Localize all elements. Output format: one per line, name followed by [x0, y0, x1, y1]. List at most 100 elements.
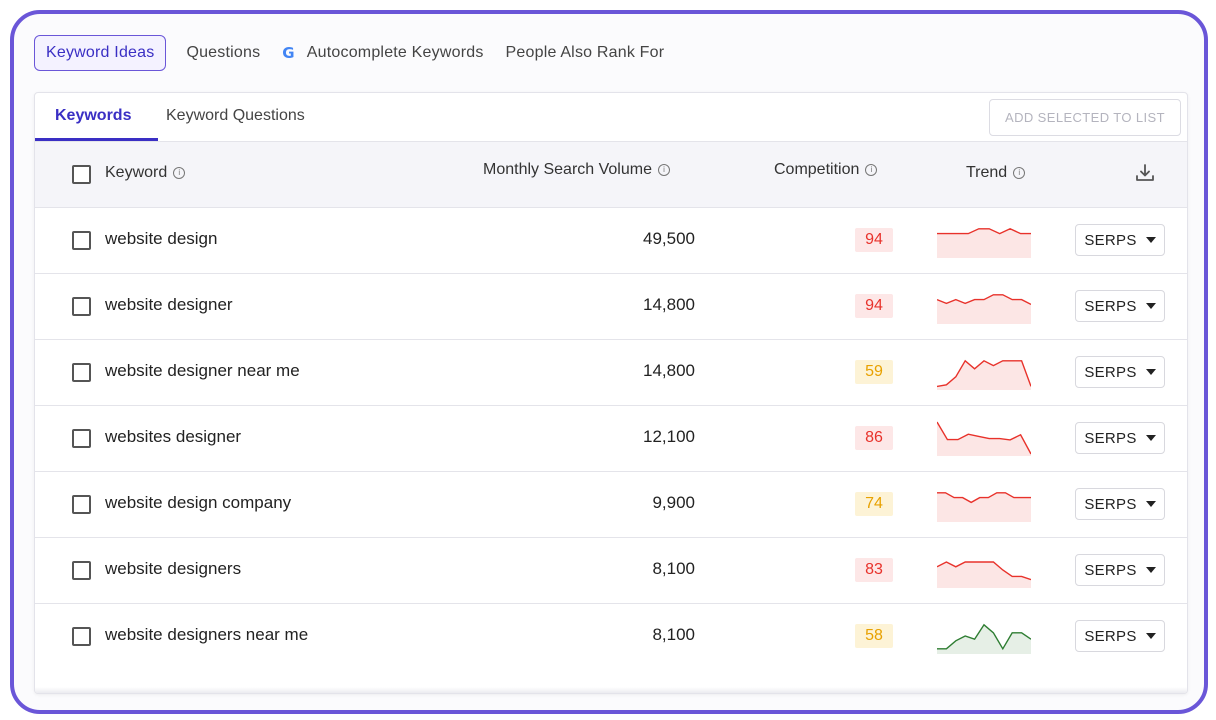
trend-sparkline: [937, 359, 1031, 390]
column-keyword[interactable]: Keyword i: [105, 164, 186, 182]
trend-line: [937, 294, 1031, 306]
serps-dropdown[interactable]: SERPS: [1075, 554, 1165, 586]
table-row[interactable]: website designers near me 8,100 58 SERPS: [35, 604, 1187, 670]
serps-label: SERPS: [1084, 363, 1137, 381]
tab-keyword-ideas[interactable]: Keyword Ideas: [34, 35, 167, 71]
search-volume: 9,900: [652, 493, 695, 512]
serps-label: SERPS: [1084, 495, 1137, 513]
download-icon[interactable]: [1134, 162, 1156, 184]
column-label: Competition: [774, 161, 860, 178]
serps-label: SERPS: [1084, 561, 1137, 579]
serps-dropdown[interactable]: SERPS: [1075, 620, 1165, 652]
subtab-keyword-questions[interactable]: Keyword Questions: [166, 107, 305, 125]
table-row[interactable]: website design 49,500 94 SERPS: [35, 208, 1187, 274]
caret-down-icon: [1145, 303, 1156, 309]
search-volume: 12,100: [643, 427, 695, 446]
google-g-icon: G: [282, 44, 295, 62]
select-all-checkbox[interactable]: [72, 165, 91, 184]
tab-people-also-rank-for[interactable]: People Also Rank For: [506, 44, 665, 62]
trend-area: [937, 228, 1031, 258]
trend-line: [937, 421, 1031, 455]
tab-autocomplete-keywords[interactable]: G Autocomplete Keywords: [282, 44, 483, 62]
caret-down-icon: [1145, 633, 1156, 639]
row-checkbox[interactable]: [72, 495, 91, 514]
table-header: Keyword i Monthly Search Volume i Compet…: [35, 142, 1187, 208]
row-checkbox[interactable]: [72, 561, 91, 580]
trend-area: [937, 492, 1031, 522]
trend-area: [937, 624, 1031, 654]
serps-label: SERPS: [1084, 627, 1137, 645]
table-row[interactable]: website designers 8,100 83 SERPS: [35, 538, 1187, 604]
trend-sparkline: [937, 623, 1031, 654]
subtab-label: Keyword Questions: [166, 107, 305, 124]
subtab-label: Keywords: [55, 107, 132, 124]
keyword-text: website designers: [105, 559, 242, 578]
trend-area: [937, 422, 1031, 456]
add-selected-to-list-button[interactable]: ADD SELECTED TO LIST: [989, 99, 1181, 136]
top-tabs: Keyword Ideas Questions G Autocomplete K…: [34, 32, 686, 74]
competition-badge: 59: [855, 360, 893, 384]
caret-down-icon: [1145, 501, 1156, 507]
keywords-card: Keywords Keyword Questions ADD SELECTED …: [34, 92, 1188, 694]
keyword-text: website designers near me: [105, 625, 309, 644]
serps-dropdown[interactable]: SERPS: [1075, 290, 1165, 322]
column-competition[interactable]: Competition i: [774, 161, 878, 179]
tab-questions[interactable]: Questions: [186, 44, 260, 62]
serps-dropdown[interactable]: SERPS: [1075, 356, 1165, 388]
tab-label: People Also Rank For: [505, 44, 665, 61]
trend-line: [937, 228, 1031, 235]
trend-area: [937, 360, 1031, 390]
search-volume: 49,500: [643, 229, 695, 248]
keyword-text: websites designer: [105, 427, 242, 446]
trend-line: [937, 623, 1031, 651]
info-icon[interactable]: i: [865, 164, 878, 176]
tab-label: Questions: [186, 44, 261, 61]
trend-sparkline: [937, 228, 1031, 258]
trend-line: [937, 492, 1031, 504]
serps-dropdown[interactable]: SERPS: [1075, 488, 1165, 520]
tab-label: Autocomplete Keywords: [306, 44, 484, 61]
row-checkbox[interactable]: [72, 429, 91, 448]
trend-sparkline: [937, 294, 1031, 324]
column-label: Keyword: [105, 164, 168, 181]
column-label: Trend: [966, 164, 1008, 181]
scroll-fade: [35, 687, 1187, 693]
info-icon[interactable]: i: [1013, 167, 1026, 179]
serps-label: SERPS: [1084, 429, 1137, 447]
trend-area: [937, 562, 1031, 588]
screenshot-frame: Keyword Ideas Questions G Autocomplete K…: [10, 10, 1208, 714]
competition-badge: 74: [855, 492, 893, 516]
trend-sparkline: [937, 492, 1031, 522]
row-checkbox[interactable]: [72, 297, 91, 316]
table-row[interactable]: website designer near me 14,800 59 SERPS: [35, 340, 1187, 406]
trend-line: [937, 359, 1031, 388]
keyword-text: website design company: [105, 493, 292, 512]
info-icon[interactable]: i: [657, 164, 670, 176]
subtab-keywords[interactable]: Keywords: [55, 107, 131, 125]
serps-dropdown[interactable]: SERPS: [1075, 224, 1165, 256]
column-trend[interactable]: Trend i: [966, 164, 1026, 182]
button-label: ADD SELECTED TO LIST: [1005, 110, 1165, 125]
caret-down-icon: [1145, 567, 1156, 573]
column-monthly-search-volume[interactable]: Monthly Search Volume i: [483, 161, 670, 179]
competition-badge: 94: [855, 294, 893, 318]
table-row[interactable]: website designer 14,800 94 SERPS: [35, 274, 1187, 340]
keyword-text: website designer: [105, 295, 233, 314]
caret-down-icon: [1145, 237, 1156, 243]
table-row[interactable]: websites designer 12,100 86 SERPS: [35, 406, 1187, 472]
search-volume: 14,800: [643, 361, 695, 380]
competition-badge: 58: [855, 624, 893, 648]
sub-tabs: Keywords Keyword Questions ADD SELECTED …: [35, 93, 1187, 142]
row-checkbox[interactable]: [72, 363, 91, 382]
row-checkbox[interactable]: [72, 231, 91, 250]
info-icon[interactable]: i: [173, 167, 186, 179]
active-tab-underline: [35, 138, 158, 141]
competition-badge: 94: [855, 228, 893, 252]
table-row[interactable]: website design company 9,900 74 SERPS: [35, 472, 1187, 538]
keyword-text: website design: [105, 229, 218, 248]
keyword-text: website designer near me: [105, 361, 300, 380]
row-checkbox[interactable]: [72, 627, 91, 646]
search-volume: 8,100: [652, 625, 695, 644]
serps-dropdown[interactable]: SERPS: [1075, 422, 1165, 454]
caret-down-icon: [1145, 435, 1156, 441]
